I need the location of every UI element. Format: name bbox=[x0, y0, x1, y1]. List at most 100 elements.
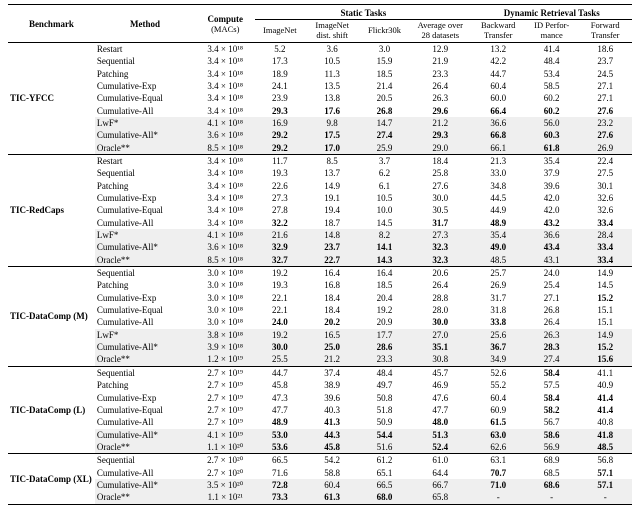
metric-value: 19.2 bbox=[360, 304, 409, 316]
compute-value: 1.1 × 10²¹ bbox=[195, 491, 255, 504]
metric-value: 25.6 bbox=[471, 329, 524, 341]
table-row: LwF*4.1 × 10¹⁸21.614.88.227.335.436.628.… bbox=[8, 229, 632, 241]
method-name: Patching bbox=[95, 68, 195, 80]
compute-value: 3.4 × 10¹⁸ bbox=[195, 105, 255, 117]
compute-value: 3.4 × 10¹⁸ bbox=[195, 80, 255, 92]
table-row: Cumulative-Equal3.4 × 10¹⁸23.913.820.526… bbox=[8, 92, 632, 104]
metric-value: 44.3 bbox=[304, 429, 360, 441]
metric-value: 47.6 bbox=[409, 392, 471, 404]
metric-value: 10.5 bbox=[360, 192, 409, 204]
metric-value: 16.4 bbox=[360, 267, 409, 280]
metric-value: 44.9 bbox=[471, 204, 524, 216]
table-row: Patching3.4 × 10¹⁸22.614.96.127.634.839.… bbox=[8, 180, 632, 192]
table-row: Oracle**1.1 × 10²¹73.361.368.065.8--- bbox=[8, 491, 632, 504]
metric-value: 36.6 bbox=[471, 117, 524, 129]
metric-value: 21.2 bbox=[304, 353, 360, 366]
metric-value: 57.1 bbox=[578, 467, 632, 479]
metric-value: 35.4 bbox=[525, 154, 578, 167]
metric-value: 29.3 bbox=[409, 129, 471, 141]
method-name: Cumulative-All* bbox=[95, 429, 195, 441]
metric-value: 28.8 bbox=[409, 292, 471, 304]
metric-value: 66.8 bbox=[471, 129, 524, 141]
metric-value: 32.9 bbox=[255, 241, 304, 253]
metric-value: 52.6 bbox=[471, 366, 524, 379]
metric-value: 20.5 bbox=[360, 92, 409, 104]
method-name: Cumulative-All bbox=[95, 217, 195, 229]
table-row: Cumulative-All2.7 × 10¹⁹48.941.350.948.0… bbox=[8, 416, 632, 428]
metric-value: 23.3 bbox=[409, 68, 471, 80]
metric-value: 37.9 bbox=[525, 167, 578, 179]
method-name: Oracle** bbox=[95, 142, 195, 155]
col-group-static: Static Tasks bbox=[255, 5, 471, 20]
method-name: Sequential bbox=[95, 167, 195, 179]
benchmark-name: TIC-YFCC bbox=[8, 42, 95, 154]
method-name: Cumulative-Exp bbox=[95, 80, 195, 92]
metric-value: 21.2 bbox=[409, 117, 471, 129]
metric-value: 15.9 bbox=[360, 55, 409, 67]
method-name: Sequential bbox=[95, 267, 195, 280]
table-row: Patching3.0 × 10¹⁸19.316.818.526.426.925… bbox=[8, 279, 632, 291]
metric-value: 66.5 bbox=[255, 454, 304, 467]
metric-value: 31.8 bbox=[471, 304, 524, 316]
col-method: Method bbox=[95, 5, 195, 43]
metric-value: 14.8 bbox=[304, 229, 360, 241]
table-row: Cumulative-All3.4 × 10¹⁸29.317.626.829.6… bbox=[8, 105, 632, 117]
metric-value: 26.3 bbox=[525, 329, 578, 341]
metric-value: 27.1 bbox=[578, 80, 632, 92]
metric-value: 12.9 bbox=[409, 42, 471, 55]
metric-value: 21.4 bbox=[360, 80, 409, 92]
metric-value: 34.9 bbox=[471, 353, 524, 366]
metric-value: 27.0 bbox=[409, 329, 471, 341]
metric-value: 47.7 bbox=[255, 404, 304, 416]
metric-value: 3.6 bbox=[304, 42, 360, 55]
metric-value: 22.4 bbox=[578, 154, 632, 167]
table-row: Cumulative-All*4.1 × 10¹⁹53.044.354.451.… bbox=[8, 429, 632, 441]
metric-value: 20.9 bbox=[360, 316, 409, 328]
compute-value: 3.0 × 10¹⁸ bbox=[195, 292, 255, 304]
metric-value: 16.5 bbox=[304, 329, 360, 341]
metric-value: 14.9 bbox=[304, 180, 360, 192]
col-benchmark: Benchmark bbox=[8, 5, 95, 43]
benchmark-name: TIC-DataComp (M) bbox=[8, 267, 95, 367]
metric-value: 56.0 bbox=[525, 117, 578, 129]
compute-value: 3.4 × 10¹⁸ bbox=[195, 204, 255, 216]
metric-value: 16.8 bbox=[304, 279, 360, 291]
method-name: Cumulative-Exp bbox=[95, 292, 195, 304]
metric-value: 27.1 bbox=[525, 292, 578, 304]
metric-value: 40.3 bbox=[304, 404, 360, 416]
method-name: Cumulative-Equal bbox=[95, 92, 195, 104]
metric-value: 45.7 bbox=[409, 366, 471, 379]
metric-value: 10.5 bbox=[304, 55, 360, 67]
table-row: Cumulative-All*3.9 × 10¹⁸30.025.028.635.… bbox=[8, 341, 632, 353]
compute-value: 3.6 × 10¹⁸ bbox=[195, 129, 255, 141]
metric-value: 26.3 bbox=[409, 92, 471, 104]
metric-value: 17.3 bbox=[255, 55, 304, 67]
metric-value: 58.8 bbox=[304, 467, 360, 479]
compute-value: 8.5 × 10¹⁸ bbox=[195, 142, 255, 155]
compute-value: 2.7 × 10²⁰ bbox=[195, 454, 255, 467]
col-backward: BackwardTransfer bbox=[471, 20, 524, 43]
compute-value: 4.1 × 10¹⁹ bbox=[195, 429, 255, 441]
metric-value: 28.6 bbox=[360, 341, 409, 353]
metric-value: 20.6 bbox=[409, 267, 471, 280]
metric-value: 13.2 bbox=[471, 42, 524, 55]
metric-value: 43.2 bbox=[525, 217, 578, 229]
compute-value: 2.7 × 10¹⁹ bbox=[195, 379, 255, 391]
metric-value: 15.1 bbox=[578, 304, 632, 316]
col-avg: Average over28 datasets bbox=[409, 20, 471, 43]
metric-value: 53.6 bbox=[255, 441, 304, 454]
metric-value: 19.4 bbox=[304, 204, 360, 216]
table-row: LwF*3.8 × 10¹⁸19.216.517.727.025.626.314… bbox=[8, 329, 632, 341]
metric-value: 18.5 bbox=[360, 279, 409, 291]
metric-value: 58.4 bbox=[525, 366, 578, 379]
metric-value: 51.6 bbox=[360, 441, 409, 454]
metric-value: 60.4 bbox=[304, 479, 360, 491]
col-forward: ForwardTransfer bbox=[578, 20, 632, 43]
metric-value: 58.2 bbox=[525, 404, 578, 416]
table-row: Cumulative-All2.7 × 10²⁰71.658.865.164.4… bbox=[8, 467, 632, 479]
compute-value: 2.7 × 10¹⁹ bbox=[195, 416, 255, 428]
metric-value: 41.4 bbox=[525, 42, 578, 55]
metric-value: 32.7 bbox=[255, 254, 304, 267]
metric-value: 35.4 bbox=[471, 229, 524, 241]
compute-value: 2.7 × 10¹⁹ bbox=[195, 392, 255, 404]
